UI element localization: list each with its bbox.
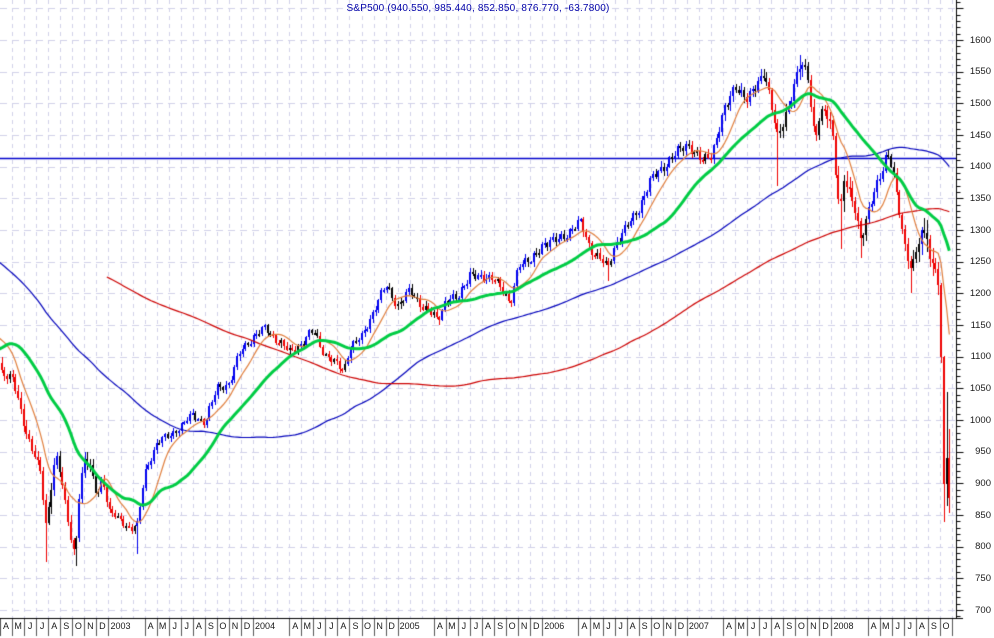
x-axis-year-label: 2008 — [833, 621, 854, 631]
x-axis-month-label: J — [172, 621, 177, 631]
x-axis-month-label: N — [231, 621, 239, 631]
x-axis-month-label: S — [930, 621, 937, 631]
x-axis-year-label: 2006 — [544, 621, 565, 631]
y-axis-tick-label: 700 — [975, 604, 991, 616]
x-axis-month-label: A — [918, 621, 925, 631]
x-axis-month-label: S — [63, 621, 70, 631]
x-axis-month-label: A — [485, 621, 492, 631]
x-axis-month-label: S — [352, 621, 359, 631]
x-axis-month-label: J — [750, 621, 756, 631]
x-axis-month-label: J — [184, 621, 190, 631]
x-axis-month-label: N — [665, 621, 673, 631]
x-axis-month-label: S — [786, 621, 793, 631]
y-axis-tick-label: 900 — [975, 477, 991, 489]
x-axis-month-label: N — [87, 621, 94, 631]
x-axis-month-label: M — [448, 621, 456, 631]
x-axis-month-label: A — [581, 621, 588, 631]
x-axis-month-label: J — [907, 621, 913, 631]
y-axis-tick-label: 1450 — [969, 129, 991, 141]
x-axis-month-label: M — [158, 621, 167, 631]
x-axis-month-label: N — [810, 621, 817, 631]
y-axis-tick-label: 850 — [975, 509, 991, 521]
x-axis-month-label: J — [618, 621, 623, 631]
y-axis-tick-label: 1150 — [970, 319, 991, 331]
x-axis-month-label: D — [243, 621, 251, 631]
y-axis-tick-label: 1050 — [969, 382, 991, 394]
x-axis-month-label: M — [592, 621, 601, 631]
y-axis-tick-label: 1200 — [969, 287, 991, 299]
x-axis-month-label: D — [677, 621, 685, 631]
y-axis-tick-label: 1100 — [970, 351, 991, 363]
x-axis-month-label: M — [881, 621, 890, 631]
x-axis-month-label: M — [14, 621, 22, 631]
x-axis-month-label: O — [797, 621, 805, 631]
x-axis-month-label: J — [27, 621, 33, 631]
y-axis-tick-label: 950 — [975, 446, 991, 458]
y-axis-tick-label: 1000 — [969, 414, 991, 426]
x-axis-month-label: J — [606, 621, 611, 631]
x-axis-month-label: A — [292, 621, 299, 631]
x-axis-month-label: M — [737, 621, 745, 631]
y-axis-tick-label: 1300 — [969, 224, 991, 236]
x-axis-month-label: D — [99, 621, 106, 631]
x-axis-month-label: A — [340, 621, 347, 631]
y-axis-tick-label: 1550 — [969, 66, 991, 78]
x-axis-month-label: A — [870, 621, 877, 631]
x-axis-month-label: J — [461, 621, 467, 631]
y-axis-tick-label: 750 — [975, 572, 991, 584]
x-axis-year-label: 2007 — [688, 621, 709, 631]
y-axis-tick-label: 1350 — [969, 192, 991, 204]
x-axis-month-label: A — [436, 621, 443, 631]
x-axis-month-label: A — [774, 621, 781, 631]
x-axis-month-label: N — [376, 621, 383, 631]
x-axis-month-label: N — [520, 621, 528, 631]
x-axis-month-label: O — [508, 621, 516, 631]
x-axis-month-label: S — [207, 621, 214, 631]
x-axis-year-label: 2003 — [110, 621, 131, 631]
chart-title-quote: S&P500 (940.550, 985.440, 852.850, 876.7… — [346, 3, 610, 14]
x-axis-year-label: 2004 — [255, 621, 276, 631]
y-axis-tick-label: 1400 — [969, 161, 991, 173]
x-axis-month-label: A — [3, 621, 10, 631]
x-axis-month-label: S — [641, 621, 648, 631]
y-axis-tick-label: 800 — [975, 541, 991, 553]
x-axis-month-label: A — [51, 621, 58, 631]
x-axis-month-label: J — [39, 621, 45, 631]
x-axis-month-label: O — [364, 621, 372, 631]
x-axis-month-label: O — [653, 621, 661, 631]
y-axis-tick-label: 1600 — [969, 34, 991, 46]
x-axis-month-label: D — [532, 621, 540, 631]
x-axis-month-label: D — [388, 621, 395, 631]
x-axis-month-label: A — [726, 621, 733, 631]
x-axis-month-label: O — [74, 621, 82, 631]
x-axis-month-label: J — [317, 621, 322, 631]
x-axis-month-label: S — [497, 621, 504, 631]
y-axis-tick-label: 1250 — [969, 256, 991, 268]
x-axis-year-label: 2005 — [399, 621, 420, 631]
x-axis-month-label: O — [219, 621, 227, 631]
x-axis-month-label: A — [195, 621, 202, 631]
x-axis-month-label: M — [303, 621, 312, 631]
x-axis-month-label: J — [329, 621, 334, 631]
x-axis-month-label: A — [629, 621, 636, 631]
y-axis-tick-label: 1500 — [969, 97, 991, 109]
x-axis-month-label: O — [942, 621, 950, 631]
x-axis-month-label: A — [147, 621, 154, 631]
x-axis-month-label: J — [762, 621, 768, 631]
x-axis-month-label: J — [895, 621, 900, 631]
x-axis-month-label: D — [822, 621, 829, 631]
x-axis-month-label: J — [473, 621, 479, 631]
